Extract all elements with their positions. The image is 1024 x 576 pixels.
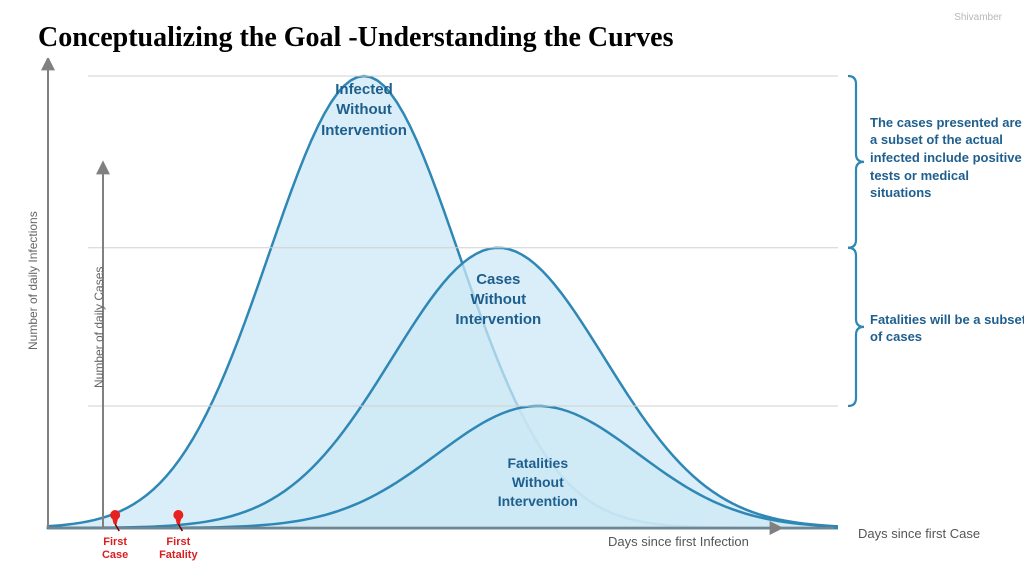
marker-label-first-fatality: FirstFatality <box>153 536 203 561</box>
y-axis-label-outer: Number of daily Infections <box>26 211 40 350</box>
bracket-top <box>848 76 864 248</box>
watermark: Shivamber <box>954 12 1002 23</box>
page-title: Conceptualizing the Goal -Understanding … <box>38 22 673 54</box>
x-axis-label-inner: Days since first Infection <box>608 534 749 549</box>
marker-label-first-case: FirstCase <box>90 536 140 561</box>
bracket-bottom <box>848 248 864 406</box>
annotation-top: The cases presented are a subset of the … <box>870 114 1024 202</box>
y-axis-label-inner: Number of daily Cases <box>92 267 106 388</box>
annotation-bottom: Fatalities will be a subset of cases <box>870 311 1024 346</box>
curve-label-cases: CasesWithoutIntervention <box>423 270 573 331</box>
curve-label-infected: InfectedWithoutIntervention <box>289 80 439 141</box>
curve-label-fatalities: FatalitiesWithoutIntervention <box>463 454 613 511</box>
